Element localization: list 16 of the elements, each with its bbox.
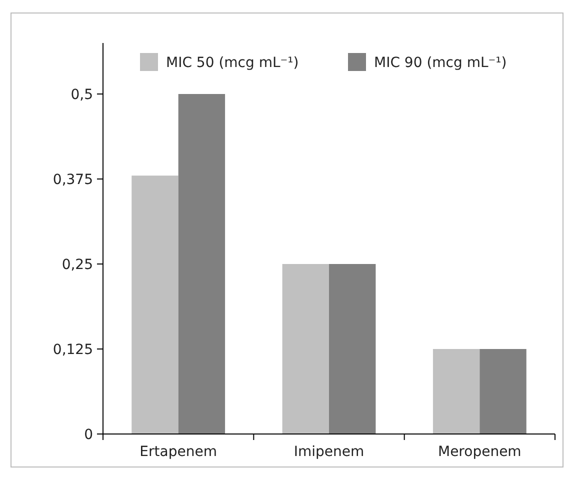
x-tick-label: Ertapenem — [140, 444, 217, 460]
bar — [282, 264, 329, 434]
legend-label: MIC 50 (mcg mL⁻¹) — [166, 54, 299, 71]
bar — [329, 264, 376, 434]
bar — [132, 176, 178, 434]
y-tick-label: 0,25 — [62, 256, 93, 273]
y-tick-label: 0 — [84, 426, 93, 443]
y-tick-label: 0,125 — [52, 342, 93, 358]
y-tick-label: 0,375 — [52, 172, 93, 188]
y-tick-label: 0,5 — [70, 86, 93, 103]
legend-label: MIC 90 (mcg mL⁻¹) — [374, 54, 507, 71]
bar — [432, 349, 480, 434]
x-tick-label: Meropenem — [438, 444, 522, 460]
bar — [178, 94, 226, 434]
x-tick-label: Imipenem — [294, 444, 364, 460]
bar — [480, 349, 526, 434]
